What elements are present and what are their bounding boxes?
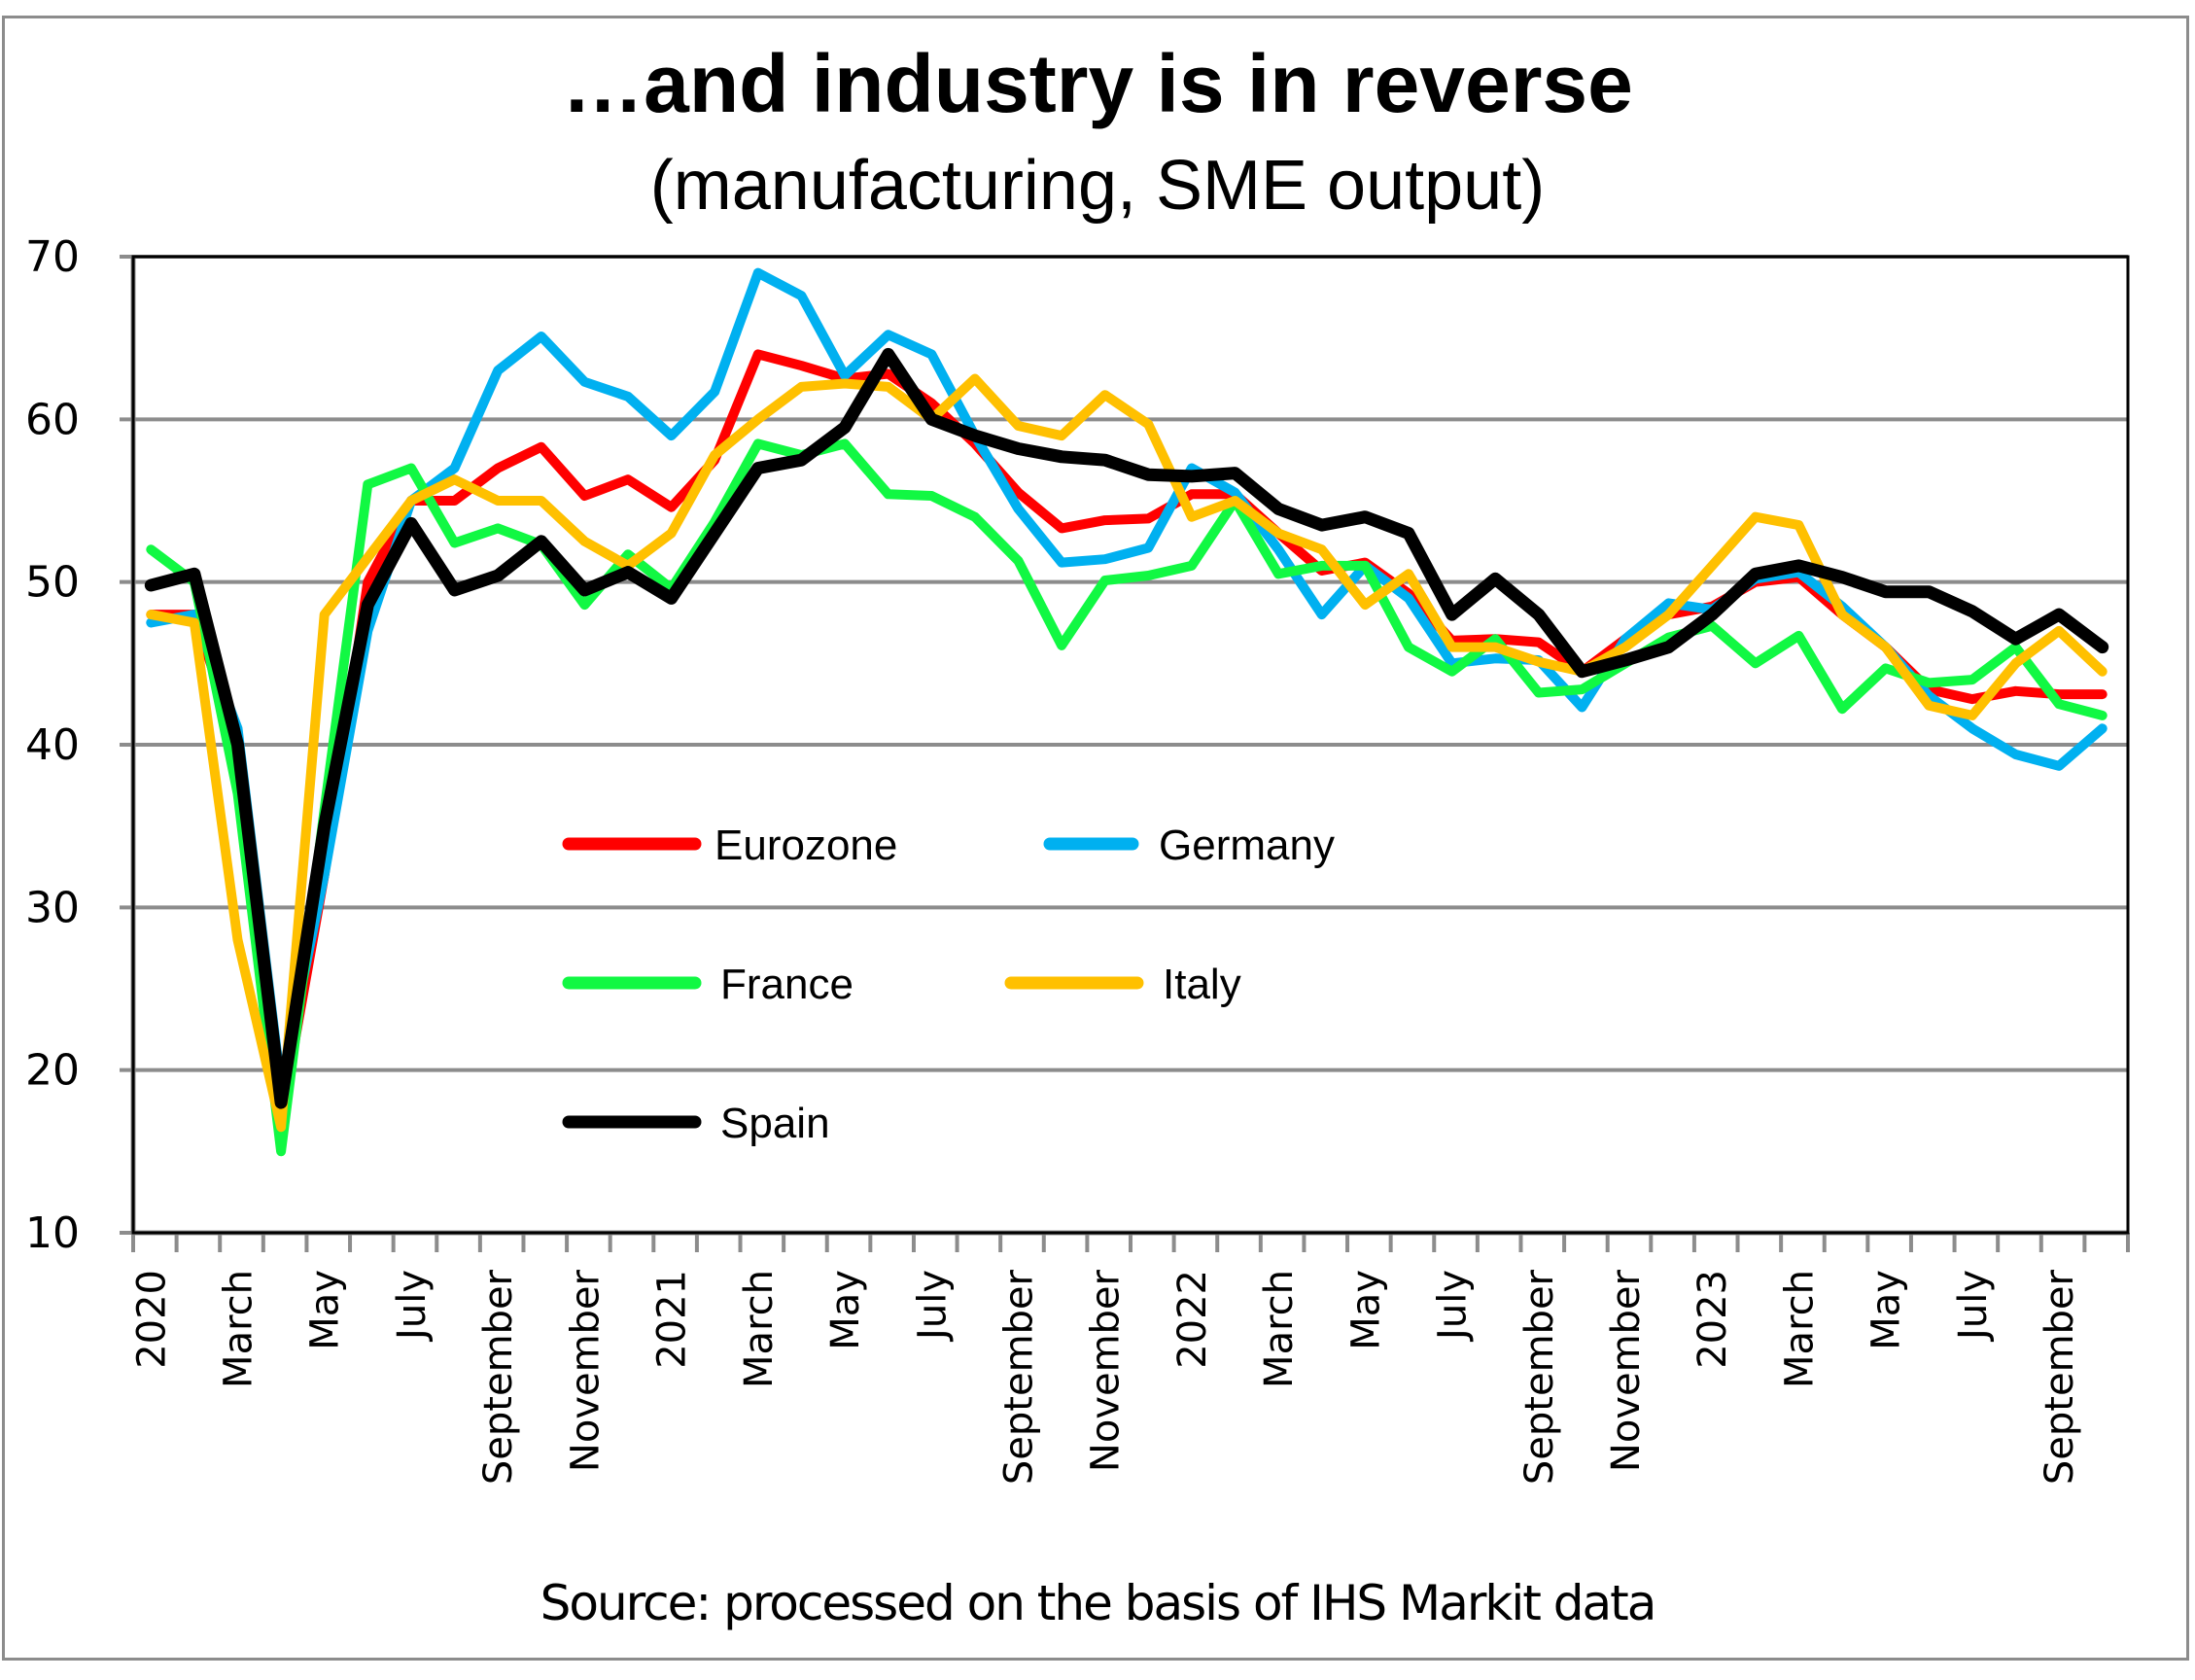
x-tick-label: September <box>1517 1269 1562 1485</box>
y-tick-label: 30 <box>25 883 80 932</box>
x-tick-label: May <box>1343 1270 1388 1350</box>
chart-title: …and industry is in reverse <box>562 38 1633 129</box>
plot-border <box>131 255 2130 1235</box>
y-axis: 10 20 30 40 50 60 70 <box>25 232 136 1258</box>
legend: Eurozone Germany France Italy Spain <box>562 822 1335 1147</box>
x-tick-label: November <box>1084 1269 1129 1472</box>
y-tick-label: 50 <box>25 558 80 608</box>
y-tick-label: 10 <box>25 1208 80 1258</box>
x-tick-label: March <box>1257 1270 1302 1388</box>
series-line-germany <box>146 267 2108 1092</box>
x-tick-label: July <box>390 1270 435 1343</box>
series-line-france <box>146 438 2108 1157</box>
y-tick-label: 40 <box>25 720 80 770</box>
x-tick-label: March <box>737 1270 782 1388</box>
y-tick-label: 60 <box>25 395 80 444</box>
y-tick-label: 70 <box>25 232 80 282</box>
x-tick-label: November <box>1604 1269 1649 1472</box>
source-note: Source: processed on the basis of IHS Ma… <box>540 1575 1657 1631</box>
x-tick-label: September <box>996 1269 1041 1485</box>
x-tick-label: 2023 <box>1690 1270 1735 1369</box>
chart-subtitle: (manufacturing, SME output) <box>649 147 1546 225</box>
x-tick-label: July <box>1951 1270 1996 1343</box>
x-tick-label: September <box>2038 1269 2082 1485</box>
x-tick-label: July <box>1431 1270 1476 1343</box>
x-tick-label: September <box>476 1269 521 1485</box>
x-tick-label: May <box>823 1270 868 1350</box>
legend-label-france: France <box>720 961 854 1008</box>
x-tick-label: March <box>217 1270 261 1388</box>
series-line-spain <box>144 347 2109 1109</box>
x-tick-label: March <box>1777 1270 1822 1388</box>
series-lines <box>144 267 2109 1157</box>
x-tick-label: November <box>563 1269 608 1472</box>
x-tick-label: 2022 <box>1170 1270 1215 1369</box>
x-tick-label: 2020 <box>129 1270 174 1369</box>
x-tick-label: 2021 <box>650 1270 695 1369</box>
legend-label-eurozone: Eurozone <box>714 822 897 869</box>
legend-label-spain: Spain <box>720 1100 830 1147</box>
x-axis: 2020 March May July September November 2021 Mar… <box>129 1230 2130 1485</box>
x-tick-label: May <box>303 1270 348 1350</box>
x-tick-label: May <box>1864 1270 1909 1350</box>
x-tick-label: July <box>910 1270 955 1343</box>
series-line-italy <box>146 373 2108 1133</box>
y-tick-label: 20 <box>25 1046 80 1096</box>
legend-label-italy: Italy <box>1163 961 1241 1008</box>
legend-label-germany: Germany <box>1159 822 1335 869</box>
